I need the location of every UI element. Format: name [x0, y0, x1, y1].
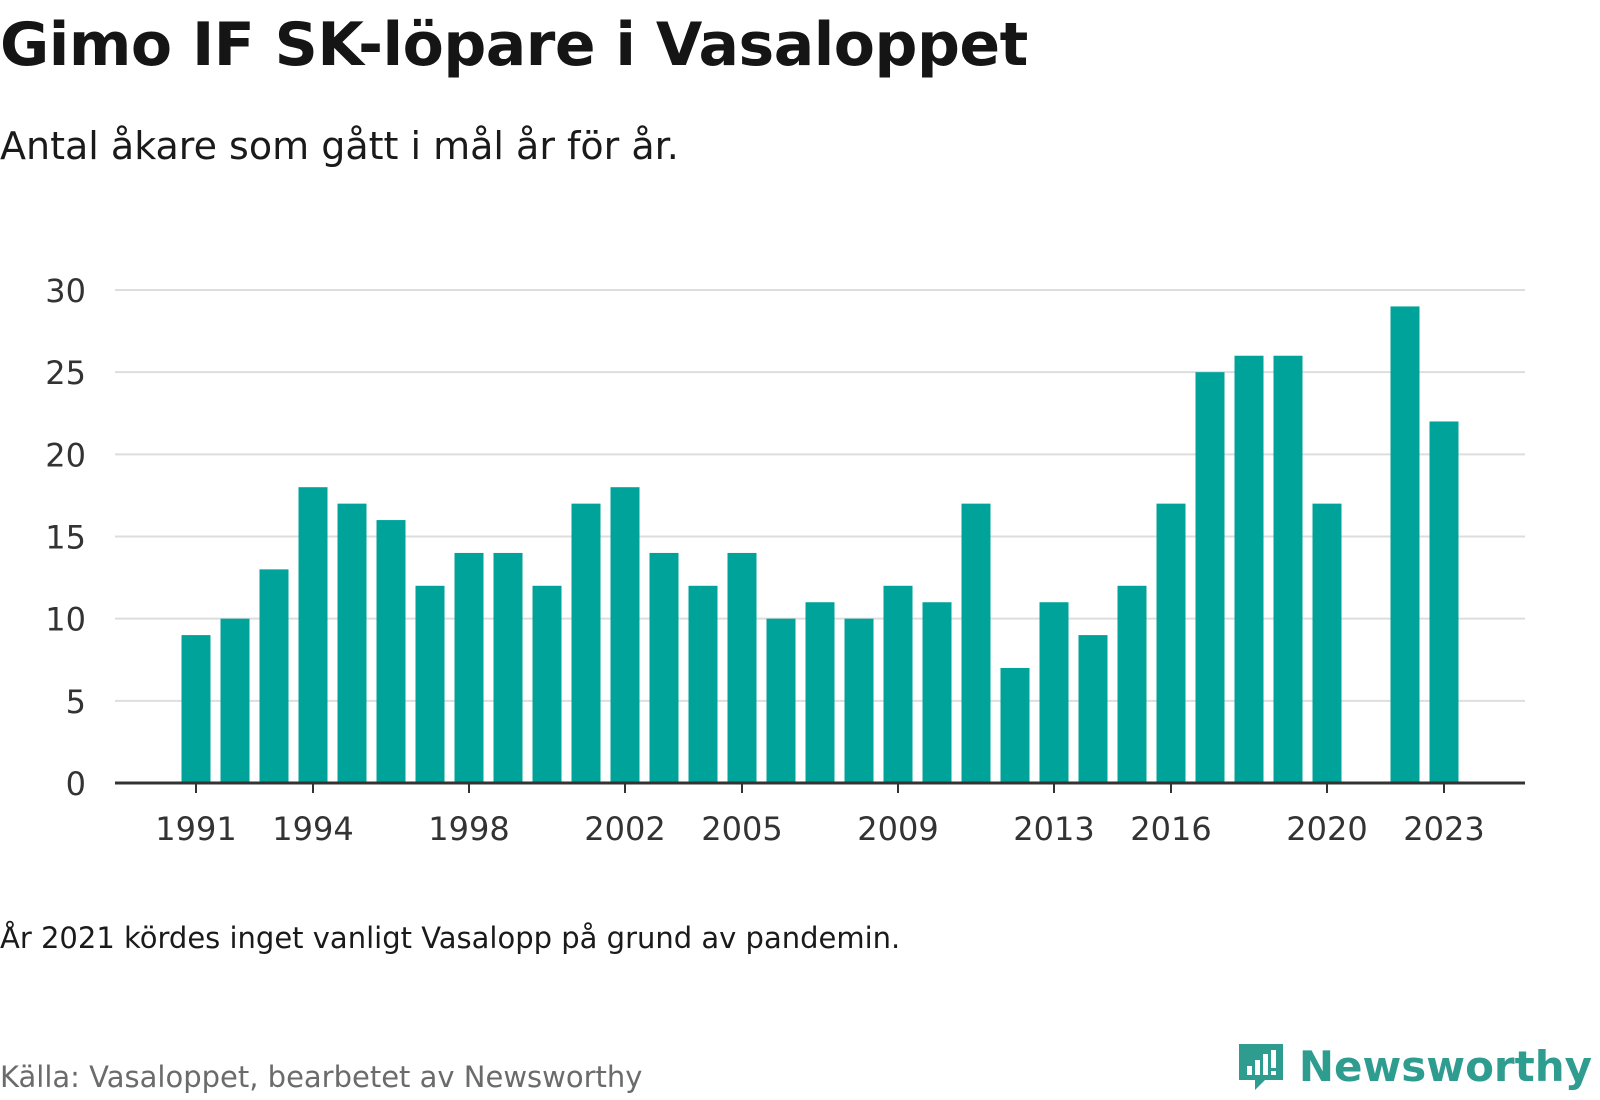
chart-title: Gimo IF SK-löpare i Vasaloppet	[0, 10, 1028, 80]
bar-2001	[571, 503, 601, 783]
bars	[181, 306, 1459, 783]
bar-2017	[1195, 372, 1225, 783]
bar-2005	[727, 552, 757, 783]
bar-1995	[337, 503, 367, 783]
bar-chart: 0 5 10 15 20 25 30 1991 1994 1998 2002 2005 2009 201…	[45, 272, 1525, 848]
newsworthy-logo-icon	[1238, 1044, 1283, 1090]
x-tick-label: 2020	[1286, 810, 1367, 848]
bar-2019	[1273, 355, 1303, 783]
bar-1993	[259, 569, 289, 783]
x-tick-label: 1994	[272, 810, 353, 848]
x-tick-label: 2013	[1013, 810, 1094, 848]
bar-2007	[805, 602, 835, 783]
chart-note: År 2021 kördes inget vanligt Vasalopp på…	[0, 921, 901, 955]
x-tick-label: 2009	[857, 810, 938, 848]
x-tick-label: 2005	[701, 810, 782, 848]
y-tick-label: 0	[66, 765, 86, 803]
bar-2018	[1234, 355, 1264, 783]
bar-2016	[1156, 503, 1186, 783]
bar-2015	[1117, 585, 1147, 783]
y-tick-label: 5	[66, 683, 86, 721]
bar-2012	[1000, 667, 1030, 783]
y-tick-label: 15	[45, 519, 86, 557]
bar-2014	[1078, 635, 1108, 783]
bar-2022	[1390, 306, 1420, 783]
y-axis-labels: 0 5 10 15 20 25 30	[45, 272, 86, 803]
x-axis	[115, 781, 1525, 793]
bar-2020	[1312, 503, 1342, 783]
bar-2006	[766, 618, 796, 783]
bar-1996	[376, 520, 406, 783]
bar-2009	[883, 585, 913, 783]
bar-2011	[961, 503, 991, 783]
x-tick-label: 2016	[1130, 810, 1211, 848]
bar-2023	[1429, 421, 1459, 783]
x-tick-label: 2002	[584, 810, 665, 848]
x-axis-labels: 1991 1994 1998 2002 2005 2009 2013 2016 2020 2023	[155, 810, 1484, 848]
bar-1998	[454, 552, 484, 783]
bar-1999	[493, 552, 523, 783]
source-text: Källa: Vasaloppet, bearbetet av Newswort…	[0, 1060, 643, 1094]
y-tick-label: 30	[45, 272, 86, 310]
bar-2004	[688, 585, 718, 783]
bar-1992	[220, 618, 250, 783]
x-tick-label: 1998	[428, 810, 509, 848]
y-tick-label: 25	[45, 354, 86, 392]
bar-2002	[610, 487, 640, 783]
bar-2013	[1039, 602, 1069, 783]
bar-1994	[298, 487, 328, 783]
bar-1997	[415, 585, 445, 783]
brand-name: Newsworthy	[1298, 1041, 1592, 1091]
bar-1991	[181, 635, 211, 783]
y-tick-label: 20	[45, 436, 86, 474]
x-tick-label: 1991	[155, 810, 236, 848]
bar-2003	[649, 552, 679, 783]
bar-2008	[844, 618, 874, 783]
x-tick-label: 2023	[1403, 810, 1484, 848]
chart-subtitle: Antal åkare som gått i mål år för år.	[0, 124, 679, 168]
y-tick-label: 10	[45, 601, 86, 639]
newsworthy-logo: Newsworthy	[1235, 1040, 1592, 1092]
bar-2010	[922, 602, 952, 783]
bar-2000	[532, 585, 562, 783]
